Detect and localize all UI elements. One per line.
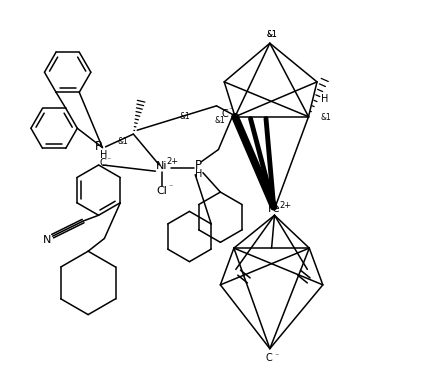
- Text: Cl: Cl: [156, 186, 167, 196]
- Text: 2+: 2+: [166, 158, 178, 166]
- Text: C: C: [100, 158, 107, 168]
- Text: &1: &1: [266, 30, 277, 39]
- Text: P: P: [95, 140, 102, 152]
- Text: Ni: Ni: [156, 161, 167, 171]
- Text: ⁻: ⁻: [275, 351, 279, 360]
- Text: P: P: [195, 159, 202, 171]
- Text: C: C: [222, 109, 228, 119]
- Text: ⁻: ⁻: [169, 182, 173, 192]
- Text: ⁻: ⁻: [106, 155, 110, 164]
- Text: N: N: [42, 235, 51, 245]
- Text: &1: &1: [118, 137, 128, 146]
- Text: &1: &1: [179, 112, 190, 121]
- Text: &1: &1: [266, 30, 277, 39]
- Text: C: C: [266, 353, 272, 363]
- Text: &1: &1: [214, 116, 225, 125]
- Text: Fe: Fe: [268, 204, 280, 214]
- Text: 2+: 2+: [279, 201, 291, 210]
- Text: H: H: [195, 168, 202, 178]
- Text: H: H: [321, 94, 329, 104]
- Text: H: H: [100, 149, 108, 159]
- Text: ⁻: ⁻: [228, 105, 233, 114]
- Text: &1: &1: [321, 113, 332, 122]
